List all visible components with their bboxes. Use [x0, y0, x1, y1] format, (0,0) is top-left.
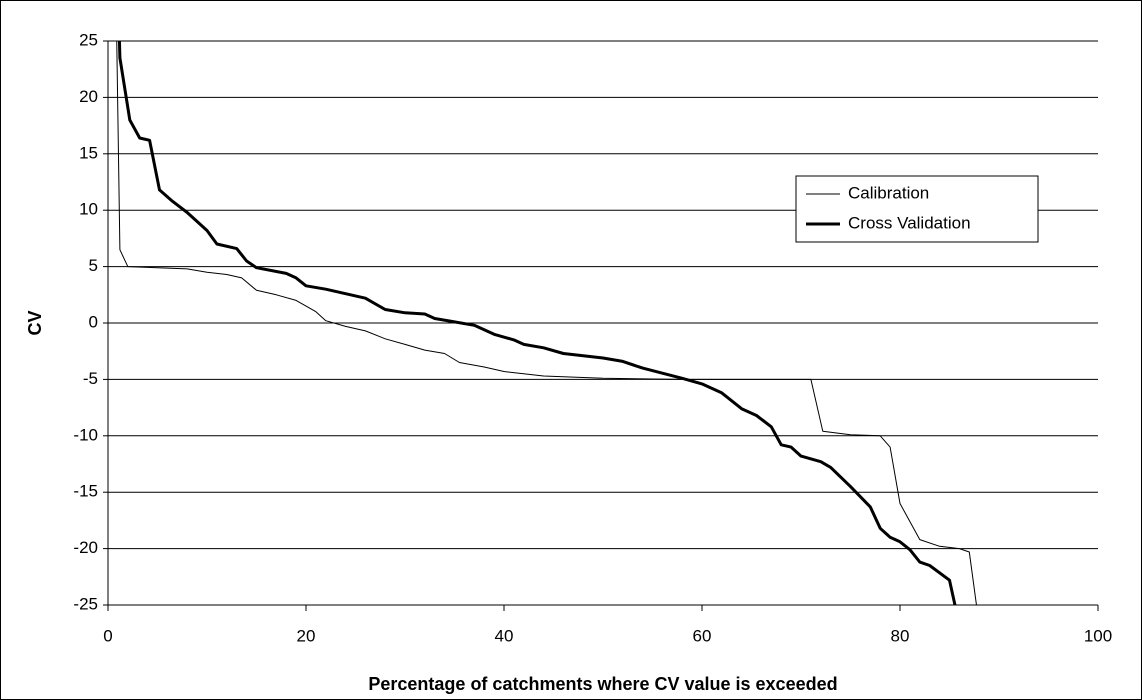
- x-tick-label: 100: [1084, 626, 1112, 645]
- y-tick-label: -10: [73, 425, 98, 444]
- y-tick-label: 10: [79, 200, 98, 219]
- y-tick-label: -15: [73, 482, 98, 501]
- legend-box: [795, 175, 1039, 243]
- y-tick-label: -25: [73, 594, 98, 613]
- y-tick-label: -20: [73, 538, 98, 557]
- y-tick-label: 5: [89, 256, 98, 275]
- legend-label: Cross Validation: [848, 213, 971, 232]
- x-axis-label: Percentage of catchments where CV value …: [368, 674, 837, 694]
- y-tick-label: 15: [79, 143, 98, 162]
- x-tick-label: 60: [693, 626, 712, 645]
- y-tick-label: 0: [89, 312, 98, 331]
- x-tick-label: 40: [495, 626, 514, 645]
- y-tick-label: 25: [79, 30, 98, 49]
- x-tick-label: 0: [103, 626, 112, 645]
- x-tick-label: 20: [297, 626, 316, 645]
- y-axis-label: CV: [25, 310, 45, 335]
- y-tick-label: 20: [79, 87, 98, 106]
- y-tick-label: -5: [83, 369, 98, 388]
- series-line: [116, 41, 977, 605]
- legend-label: Calibration: [848, 183, 929, 202]
- plot-area: -25 -20 -15 -10 -5 0 5 10 15 20 25 0 20 40 60 80 100 Cali…: [73, 30, 1112, 645]
- series-line: [117, 41, 957, 605]
- x-tick-label: 80: [891, 626, 910, 645]
